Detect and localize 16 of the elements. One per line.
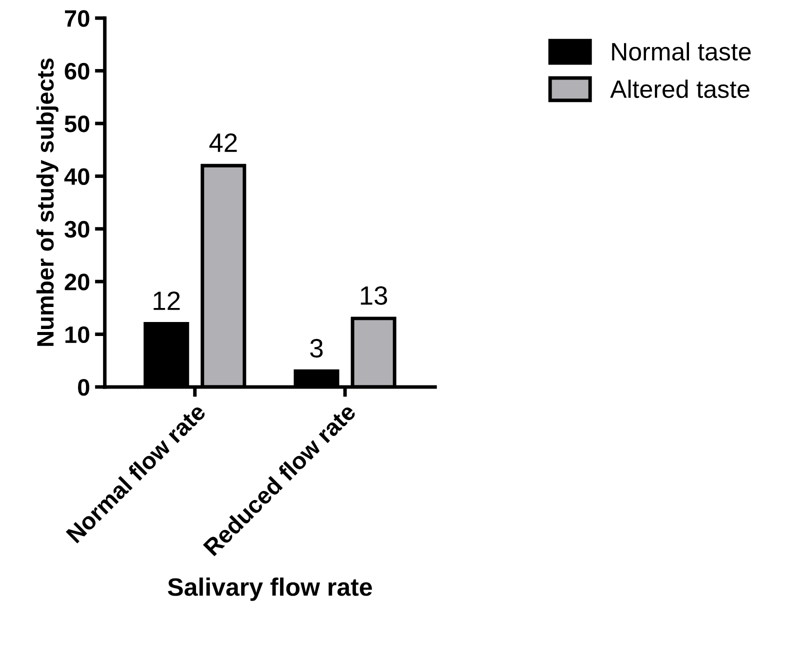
data-label: 12 [154,291,180,310]
y-axis-title: Number of study subjects [36,58,58,346]
data-label: 42 [209,133,237,152]
data-label: 13 [360,286,388,305]
y-tick-label: 40 [64,168,90,185]
y-tick-label: 10 [65,326,90,344]
y-tick-label: 60 [64,62,90,80]
x-axis-title: Salivary flow rate [168,578,372,601]
y-tick-label: 20 [64,274,90,290]
legend-label: Altered taste [610,80,750,98]
legend-label: Normal taste [612,42,751,61]
y-tick-label: 0 [78,379,90,396]
data-label: 3 [310,338,323,358]
y-tick-label: 70 [64,10,90,27]
y-tick-label: 30 [64,220,90,238]
y-tick-label: 50 [64,116,90,132]
